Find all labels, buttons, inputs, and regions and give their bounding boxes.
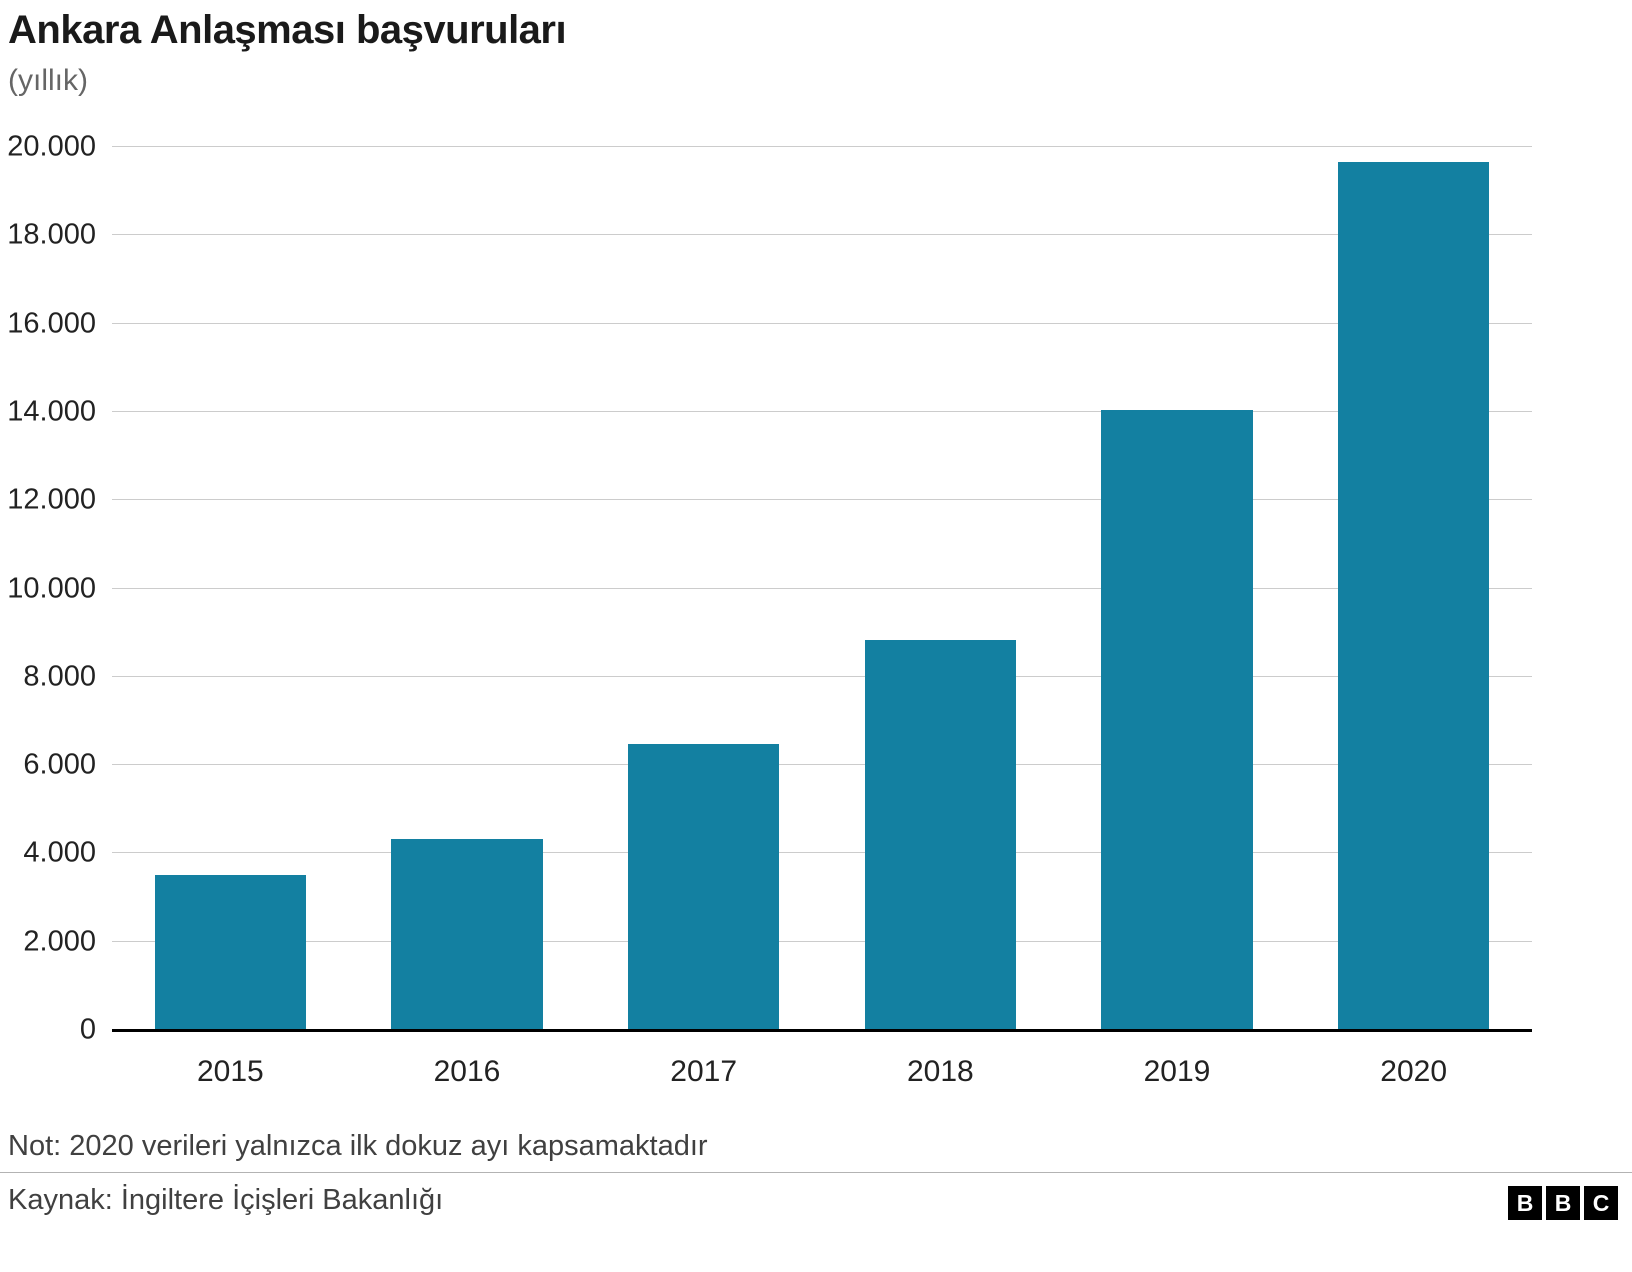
y-tick-label: 6.000	[23, 748, 96, 781]
x-tick-label: 2016	[433, 1055, 501, 1088]
gridline	[112, 587, 1532, 589]
bar-2018	[864, 640, 1017, 1030]
bar-2019	[1101, 409, 1253, 1030]
x-tick-label: 2020	[1380, 1055, 1448, 1088]
y-tick-label: 16.000	[7, 307, 96, 340]
plot-area	[112, 146, 1532, 1032]
gridline	[112, 410, 1532, 412]
y-tick-label: 14.000	[7, 395, 96, 428]
chart-note: Not: 2020 verileri yalnızca ilk dokuz ay…	[8, 1130, 708, 1162]
footer-divider	[0, 1172, 1632, 1173]
gridline	[112, 852, 1532, 854]
chart-source: Kaynak: İngiltere İçişleri Bakanlığı	[8, 1184, 444, 1216]
y-tick-label: 10.000	[7, 572, 96, 604]
y-axis-labels: 0 2.000 4.000 6.000 8.000 10.000 12.000 14.000 1…	[0, 131, 96, 1046]
y-tick-label: 18.000	[7, 218, 96, 251]
chart-subtitle: (yıllık)	[8, 64, 88, 97]
bar-2016	[391, 838, 543, 1030]
gridline	[112, 940, 1532, 942]
y-tick-label: 12.000	[7, 483, 96, 516]
y-tick-label: 0	[79, 1013, 96, 1046]
chart-title: Ankara Anlaşması başvuruları	[8, 8, 567, 52]
y-tick-label: 4.000	[23, 836, 96, 869]
x-tick-label: 2019	[1143, 1055, 1211, 1088]
bbc-logo: B B C	[1508, 1186, 1618, 1220]
y-tick-label: 20.000	[7, 130, 96, 163]
bar-2015	[154, 875, 307, 1030]
gridline	[112, 764, 1532, 766]
bbc-logo-block: C	[1584, 1186, 1618, 1220]
x-tick-label: 2018	[906, 1055, 974, 1088]
gridline	[112, 146, 1532, 147]
gridline	[112, 499, 1532, 501]
gridline	[112, 322, 1532, 324]
bbc-logo-block: B	[1546, 1186, 1580, 1220]
y-tick-label: 8.000	[23, 660, 96, 693]
bbc-logo-block: B	[1508, 1186, 1542, 1220]
x-tick-label: 2017	[670, 1055, 738, 1088]
gridline	[112, 675, 1532, 677]
gridline	[112, 234, 1532, 236]
x-tick-label: 2015	[196, 1055, 264, 1088]
y-tick-label: 2.000	[23, 925, 96, 958]
bar-2020	[1337, 162, 1490, 1030]
bar-2017	[627, 743, 780, 1030]
x-axis-labels: 2015 2016 2017 2018 2019 2020	[112, 1055, 1532, 1095]
x-axis-line	[112, 1029, 1532, 1032]
